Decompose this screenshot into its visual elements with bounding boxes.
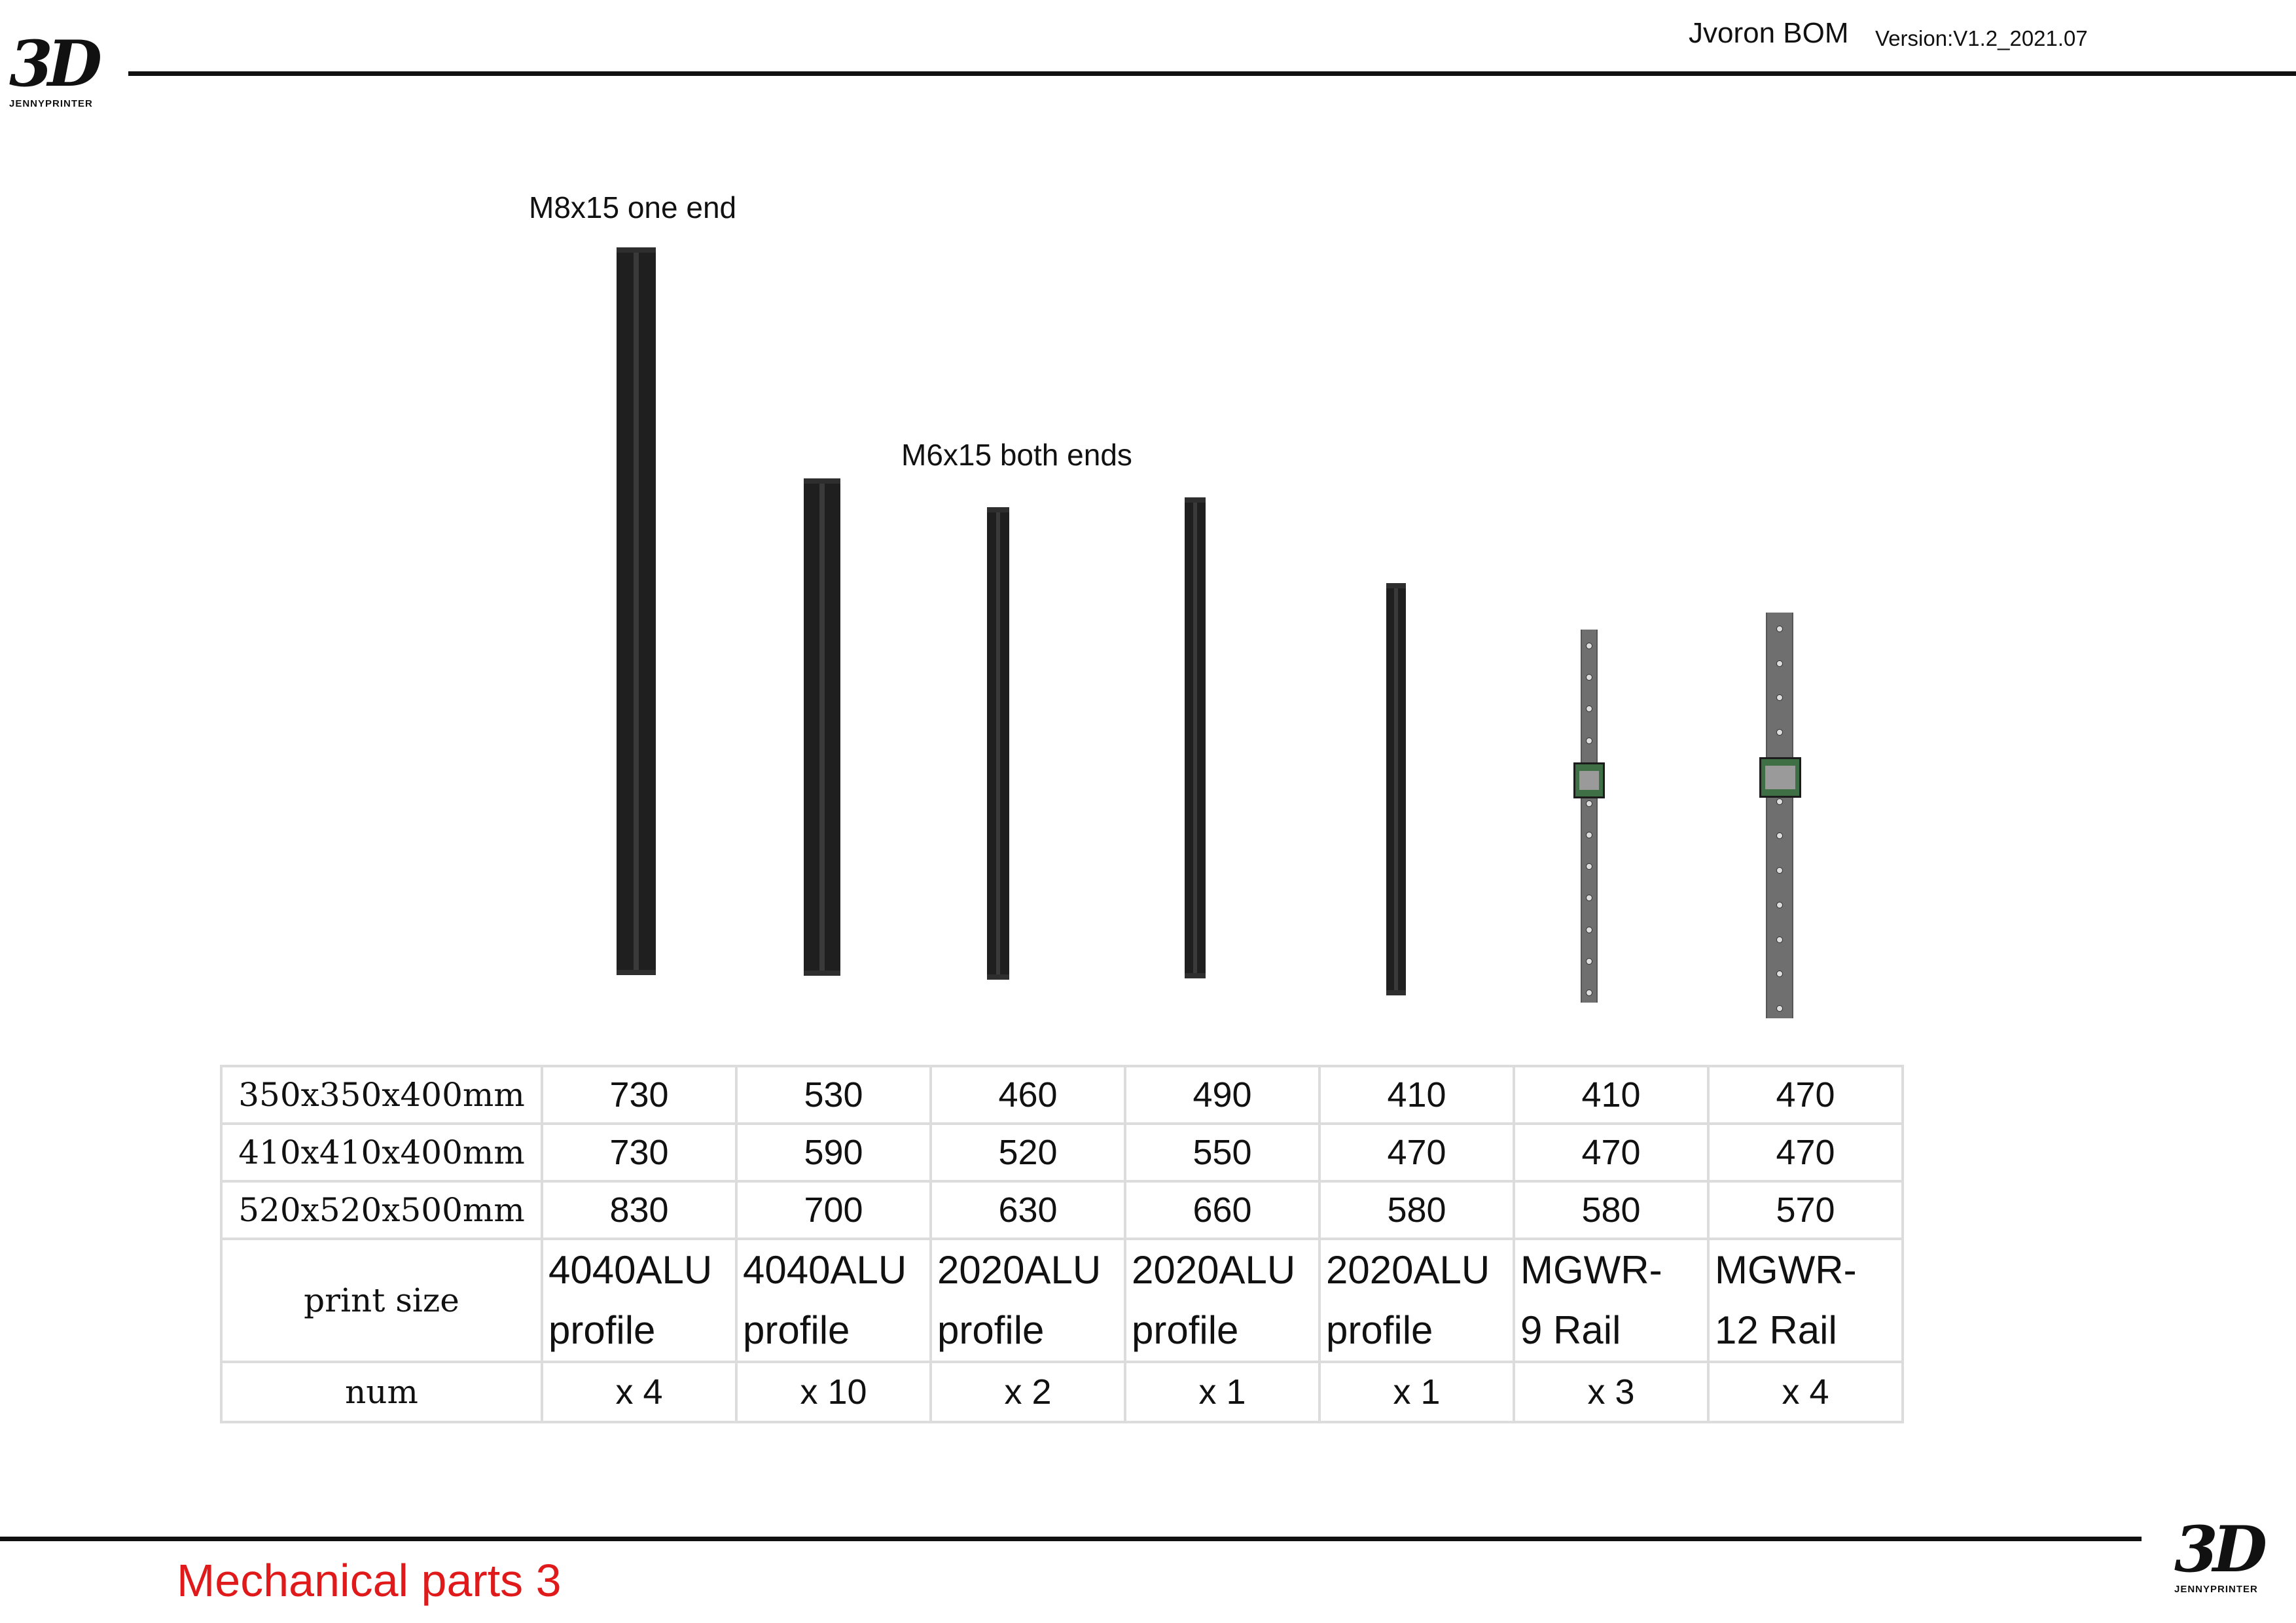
length-cell: 630 [929, 1180, 1126, 1240]
length-cell: 730 [541, 1065, 738, 1125]
table-row: 410x410x400mm 730 590 520 550 470 470 47… [220, 1122, 1904, 1183]
length-cell: 570 [1707, 1180, 1904, 1240]
document-title: Jvoron BOM [1689, 17, 1849, 49]
quantity-cell: x 3 [1513, 1361, 1710, 1423]
rail-hole [1586, 832, 1592, 838]
length-cell: 580 [1513, 1180, 1710, 1240]
profile-4040-short [804, 478, 840, 976]
profile-2020-c [1386, 583, 1406, 995]
profile-4040-long [617, 247, 656, 975]
length-cell: 730 [541, 1122, 738, 1183]
length-cell: 580 [1318, 1180, 1515, 1240]
part-cell: 4040ALU profile [735, 1238, 932, 1363]
quantity-cell: x 2 [929, 1361, 1126, 1423]
logo-mark: 3D [9, 27, 102, 101]
size-cell: 410x410x400mm [220, 1122, 543, 1183]
footer-logo: 3D JENNYPRINTER [2174, 1512, 2267, 1596]
quantity-cell: x 1 [1124, 1361, 1321, 1423]
rail-mgwr12 [1766, 613, 1793, 1018]
quantity-cell: x 10 [735, 1361, 932, 1423]
header-logo: 3D JENNYPRINTER [9, 27, 102, 110]
rail-hole [1586, 958, 1592, 965]
spec-table: 350x350x400mm 730 530 460 490 410 410 47… [220, 1065, 1904, 1423]
length-cell: 660 [1124, 1180, 1321, 1240]
rail-hole [1586, 674, 1592, 681]
table-row: 350x350x400mm 730 530 460 490 410 410 47… [220, 1065, 1904, 1125]
length-cell: 520 [929, 1122, 1126, 1183]
num-label: num [220, 1361, 543, 1423]
logo-mark: 3D [2174, 1512, 2267, 1586]
part-cell: 2020ALU profile [929, 1238, 1126, 1363]
length-cell: 590 [735, 1122, 932, 1183]
document-version: Version:V1.2_2021.07 [1875, 26, 2088, 50]
length-cell: 470 [1318, 1122, 1515, 1183]
length-cell: 490 [1124, 1065, 1321, 1125]
length-cell: 830 [541, 1180, 738, 1240]
print-size-label: print size [220, 1238, 543, 1363]
carriage-mgwr12 [1759, 757, 1801, 798]
length-cell: 410 [1513, 1065, 1710, 1125]
length-cell: 410 [1318, 1065, 1515, 1125]
size-cell: 520x520x500mm [220, 1180, 543, 1240]
length-cell: 550 [1124, 1122, 1321, 1183]
rail-hole [1776, 832, 1783, 839]
rail-hole [1586, 643, 1592, 649]
length-cell: 700 [735, 1180, 932, 1240]
rail-hole [1586, 738, 1592, 744]
rail-hole [1586, 800, 1592, 807]
length-cell: 460 [929, 1065, 1126, 1125]
logo-brand: JENNYPRINTER [9, 98, 93, 109]
part-cell: MGWR- 12 Rail [1707, 1238, 1904, 1363]
length-cell: 530 [735, 1065, 932, 1125]
table-row-parts: print size 4040ALU profile 4040ALU profile… [220, 1238, 1904, 1363]
part-cell: 2020ALU profile [1124, 1238, 1321, 1363]
part-cell: 4040ALU profile [541, 1238, 738, 1363]
rail-hole [1586, 927, 1592, 933]
header-rule [128, 71, 2296, 76]
size-cell: 350x350x400mm [220, 1065, 543, 1125]
rail-hole [1776, 936, 1783, 943]
rail-hole [1586, 863, 1592, 870]
rail-hole [1776, 971, 1783, 977]
callout-m8x15: M8x15 one end [529, 190, 737, 224]
profile-2020-b [1185, 497, 1206, 978]
footer-rule [0, 1537, 2142, 1541]
logo-brand: JENNYPRINTER [2174, 1584, 2258, 1595]
part-cell: 2020ALU profile [1318, 1238, 1515, 1363]
quantity-cell: x 4 [1707, 1361, 1904, 1423]
profile-2020-a [987, 507, 1009, 980]
callout-m6x15: M6x15 both ends [901, 438, 1132, 472]
carriage-mgwr9 [1573, 762, 1605, 798]
length-cell: 470 [1707, 1122, 1904, 1183]
rail-hole [1586, 990, 1592, 996]
rail-hole [1776, 867, 1783, 874]
part-cell: MGWR- 9 Rail [1513, 1238, 1710, 1363]
rail-hole [1776, 694, 1783, 701]
rail-hole [1776, 798, 1783, 805]
table-row: 520x520x500mm 830 700 630 660 580 580 57… [220, 1180, 1904, 1240]
table-row-quantity: num x 4 x 10 x 2 x 1 x 1 x 3 x 4 [220, 1361, 1904, 1423]
rail-hole [1776, 660, 1783, 667]
length-cell: 470 [1707, 1065, 1904, 1125]
rail-hole [1776, 1005, 1783, 1012]
quantity-cell: x 4 [541, 1361, 738, 1423]
rail-hole [1776, 729, 1783, 736]
rail-hole [1776, 626, 1783, 632]
rail-hole [1776, 902, 1783, 908]
rail-mgwr9 [1581, 630, 1598, 1003]
rail-hole [1586, 705, 1592, 712]
length-cell: 470 [1513, 1122, 1710, 1183]
quantity-cell: x 1 [1318, 1361, 1515, 1423]
footer-title: Mechanical parts 3 [177, 1555, 562, 1606]
rail-hole [1586, 895, 1592, 901]
